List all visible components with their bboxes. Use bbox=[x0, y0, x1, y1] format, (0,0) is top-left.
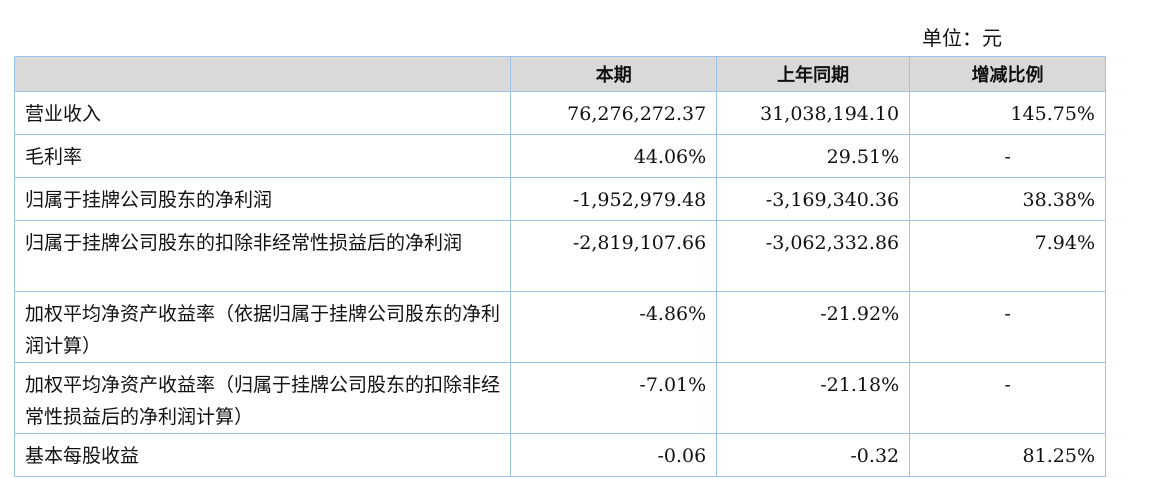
row-label: 归属于挂牌公司股东的净利润 bbox=[13, 177, 512, 221]
current-value: -1,952,979.48 bbox=[510, 177, 718, 221]
header-prior: 上年同期 bbox=[716, 56, 911, 92]
prior-value: 31,038,194.10 bbox=[716, 91, 911, 135]
header-current: 本期 bbox=[510, 56, 718, 92]
prior-value: -0.32 bbox=[716, 433, 911, 477]
change-value: - bbox=[909, 134, 1106, 178]
prior-value: 29.51% bbox=[716, 134, 911, 178]
change-value: 81.25% bbox=[909, 433, 1106, 477]
current-value: -4.86% bbox=[510, 291, 718, 363]
table-header-row: 本期 上年同期 增减比例 bbox=[13, 56, 1106, 92]
current-value: -7.01% bbox=[510, 362, 718, 434]
table-row: 归属于挂牌公司股东的净利润 -1,952,979.48 -3,169,340.36 3… bbox=[13, 177, 1106, 221]
header-change: 增减比例 bbox=[909, 56, 1106, 92]
row-label: 加权平均净资产收益率（依据归属于挂牌公司股东的净利润计算） bbox=[13, 291, 512, 363]
prior-value: -21.18% bbox=[716, 362, 911, 434]
current-value: 76,276,272.37 bbox=[510, 91, 718, 135]
row-label: 加权平均净资产收益率（归属于挂牌公司股东的扣除非经常性损益后的净利润计算） bbox=[13, 362, 512, 434]
current-value: -0.06 bbox=[510, 433, 718, 477]
financial-summary-table: 本期 上年同期 增减比例 营业收入 76,276,272.37 31,038,194… bbox=[13, 56, 1106, 477]
change-value: 38.38% bbox=[909, 177, 1106, 221]
row-label: 基本每股收益 bbox=[13, 433, 512, 477]
table-row: 加权平均净资产收益率（归属于挂牌公司股东的扣除非经常性损益后的净利润计算） -7.… bbox=[13, 362, 1106, 434]
change-value: 145.75% bbox=[909, 91, 1106, 135]
row-label: 营业收入 bbox=[13, 91, 512, 135]
table-row: 基本每股收益 -0.06 -0.32 81.25% bbox=[13, 433, 1106, 477]
change-value: - bbox=[909, 291, 1106, 363]
row-label: 毛利率 bbox=[13, 134, 512, 178]
prior-value: -3,169,340.36 bbox=[716, 177, 911, 221]
change-value: - bbox=[909, 362, 1106, 434]
table-row: 归属于挂牌公司股东的扣除非经常性损益后的净利润 -2,819,107.66 -3,0… bbox=[13, 220, 1106, 292]
table-row: 营业收入 76,276,272.37 31,038,194.10 145.75% bbox=[13, 91, 1106, 135]
unit-label: 单位：元 bbox=[922, 26, 1002, 50]
current-value: -2,819,107.66 bbox=[510, 220, 718, 292]
table-row: 加权平均净资产收益率（依据归属于挂牌公司股东的净利润计算） -4.86% -21.9… bbox=[13, 291, 1106, 363]
prior-value: -21.92% bbox=[716, 291, 911, 363]
current-value: 44.06% bbox=[510, 134, 718, 178]
row-label: 归属于挂牌公司股东的扣除非经常性损益后的净利润 bbox=[13, 220, 512, 292]
header-item bbox=[13, 56, 512, 92]
change-value: 7.94% bbox=[909, 220, 1106, 292]
table-row: 毛利率 44.06% 29.51% - bbox=[13, 134, 1106, 178]
prior-value: -3,062,332.86 bbox=[716, 220, 911, 292]
